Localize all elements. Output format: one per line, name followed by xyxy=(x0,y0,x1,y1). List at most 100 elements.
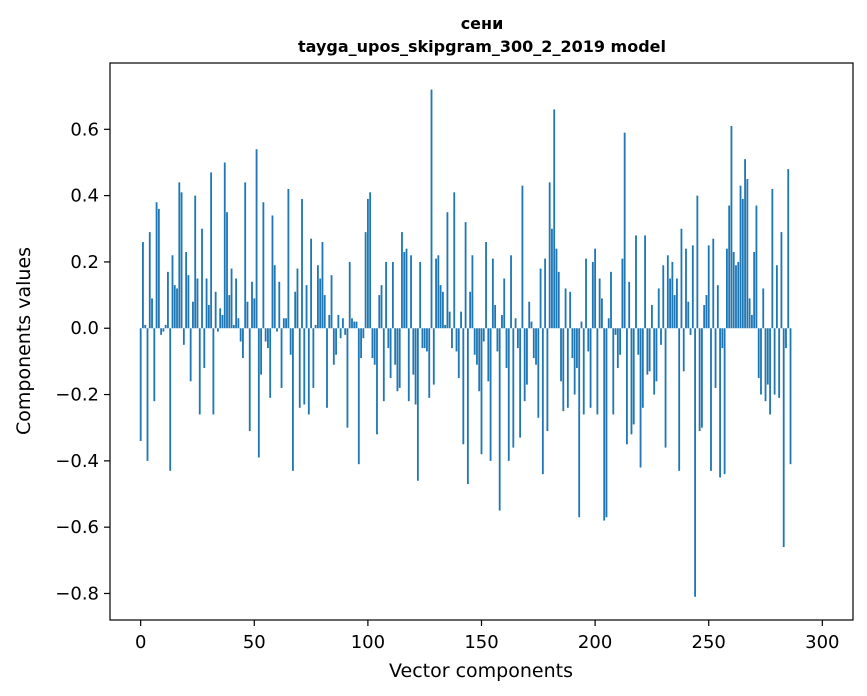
bar xyxy=(746,179,749,329)
bar xyxy=(155,202,158,329)
y-tick-label: 0.6 xyxy=(70,119,99,140)
bar xyxy=(621,258,624,329)
bar xyxy=(451,328,453,349)
bar xyxy=(267,328,269,349)
bar xyxy=(775,265,778,329)
bar xyxy=(226,212,228,329)
bar xyxy=(337,314,340,329)
bar xyxy=(362,328,365,339)
bar xyxy=(414,328,417,405)
bar xyxy=(591,261,594,329)
bar xyxy=(348,261,351,329)
bar xyxy=(289,328,292,355)
bar xyxy=(255,149,258,329)
bar xyxy=(326,328,328,408)
bar xyxy=(757,328,760,378)
chart-subtitle: tayga_upos_skipgram_300_2_2019 model xyxy=(298,37,666,56)
bar xyxy=(455,328,458,352)
bar xyxy=(528,301,531,329)
bar xyxy=(385,261,387,329)
bar xyxy=(582,328,585,415)
x-axis-ticks: 0 50 100 150 200 250 300 xyxy=(135,620,840,653)
bar xyxy=(316,265,319,329)
bar xyxy=(292,328,294,471)
bar xyxy=(489,328,492,461)
bar xyxy=(312,328,315,388)
bar xyxy=(439,285,442,329)
bar xyxy=(560,328,562,382)
bar xyxy=(453,192,456,329)
x-tick-label: 200 xyxy=(578,632,612,653)
bar xyxy=(457,328,460,378)
bar xyxy=(676,278,678,329)
bar xyxy=(657,288,660,329)
bar xyxy=(530,321,533,329)
bar xyxy=(646,328,649,375)
bar xyxy=(210,172,213,329)
bar xyxy=(773,328,776,395)
bar xyxy=(539,268,542,329)
bar xyxy=(242,328,244,359)
bar xyxy=(700,328,703,428)
bar xyxy=(526,328,528,385)
bar xyxy=(332,328,335,365)
bar xyxy=(580,321,583,329)
bar xyxy=(339,328,342,339)
plot-frame xyxy=(109,62,854,621)
bar xyxy=(789,328,792,465)
bar xyxy=(464,222,467,329)
bar xyxy=(498,328,501,511)
bar xyxy=(142,242,144,329)
bar xyxy=(357,328,360,465)
bar xyxy=(271,215,274,329)
bar xyxy=(716,285,719,329)
bar xyxy=(771,188,774,329)
bar xyxy=(723,328,726,475)
bar xyxy=(257,328,260,458)
bar xyxy=(576,328,578,369)
bar xyxy=(553,109,556,329)
bar xyxy=(196,278,199,329)
bar xyxy=(364,232,367,329)
bar xyxy=(728,205,731,329)
bar xyxy=(387,328,390,349)
bar xyxy=(678,328,681,471)
bar xyxy=(496,328,499,352)
bar xyxy=(269,328,272,398)
bar xyxy=(710,328,712,471)
bar xyxy=(491,258,494,329)
bar xyxy=(478,328,481,392)
bar xyxy=(473,328,476,355)
bar xyxy=(635,235,637,329)
bar xyxy=(360,328,362,359)
bar xyxy=(512,328,515,448)
bar xyxy=(310,238,312,329)
bar xyxy=(748,298,751,329)
x-tick-label: 0 xyxy=(135,632,146,653)
bar xyxy=(766,328,769,385)
y-tick-label: 0.0 xyxy=(70,318,99,339)
bar xyxy=(285,318,287,329)
bar xyxy=(562,328,565,412)
bar xyxy=(639,328,642,468)
bar xyxy=(298,328,301,408)
bar xyxy=(153,328,156,402)
bar xyxy=(521,185,524,329)
bar xyxy=(410,255,412,329)
bar xyxy=(235,278,238,329)
bar xyxy=(321,242,324,329)
bar xyxy=(585,258,587,329)
x-tick-label: 250 xyxy=(692,632,726,653)
bar xyxy=(603,328,606,521)
bar xyxy=(419,261,422,329)
bar xyxy=(328,314,331,329)
bar xyxy=(276,328,278,332)
bar xyxy=(594,248,597,329)
bar xyxy=(398,328,401,388)
bar xyxy=(428,328,431,398)
bar xyxy=(262,202,265,329)
bar xyxy=(162,328,165,332)
bar xyxy=(666,255,669,329)
bar xyxy=(557,271,560,329)
bar xyxy=(680,228,683,329)
